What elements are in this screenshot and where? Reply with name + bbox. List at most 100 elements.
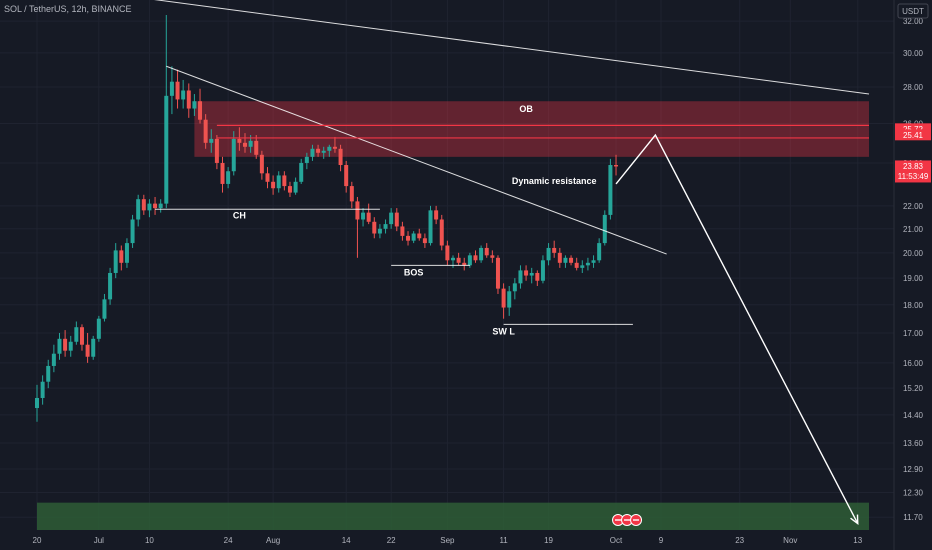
candle-body [361, 212, 366, 220]
candle-body [287, 186, 292, 193]
time-tick-label: Sep [440, 536, 455, 545]
time-tick-label: 13 [853, 536, 862, 545]
candle-body [198, 101, 203, 120]
candle-body [276, 175, 281, 189]
price-tick-label: 20.00 [903, 249, 924, 258]
candle-body [552, 247, 557, 253]
candle-body [417, 233, 422, 239]
candle-body [332, 146, 337, 149]
candle-body [209, 138, 214, 143]
currency-label: USDT [902, 7, 924, 16]
countdown-label: 11:53:49 [898, 172, 929, 181]
candle-body [141, 199, 146, 211]
price-tick-label: 12.90 [903, 465, 924, 474]
candle-body [608, 165, 613, 215]
candle-body [614, 165, 619, 167]
candle-body [400, 226, 405, 236]
candle-body [490, 255, 495, 258]
candle-body [451, 257, 455, 261]
price-tick-label: 15.20 [903, 384, 924, 393]
candlestick-series [35, 14, 619, 422]
candle-body [164, 95, 169, 204]
candle-body [259, 154, 264, 174]
candle-body [63, 338, 68, 351]
candle-body [113, 250, 118, 273]
candle-body [136, 199, 141, 220]
candle-body [293, 181, 298, 193]
candle-body [169, 81, 174, 96]
candle-body [484, 247, 489, 256]
arrow-head [850, 514, 859, 525]
candle-body [243, 142, 247, 147]
price-tag [895, 160, 931, 183]
candle-body [574, 262, 579, 268]
price-tick-label: 22.00 [903, 202, 924, 211]
price-tag [895, 123, 931, 135]
candle-body [473, 255, 478, 261]
candle-body [282, 175, 287, 187]
candle-body [68, 341, 73, 351]
time-tick-label: 14 [342, 536, 351, 545]
candle-body [186, 90, 191, 109]
candle-body [422, 238, 427, 244]
demand-zone [37, 502, 869, 530]
chart-annotations: Dynamic resistance CH BOS SW L OB [233, 104, 597, 336]
time-axis[interactable]: 20 Jul 10 24 Aug 14 22 Sep 11 19 Oct 9 23 Nov 13 [33, 536, 863, 545]
candle-body [439, 219, 444, 246]
currency-box[interactable]: USDT [894, 2, 932, 20]
price-tag-label: 23.83 [903, 162, 924, 171]
candle-body [46, 365, 51, 382]
candle-body [428, 210, 433, 244]
price-tick-label: 32.00 [903, 17, 924, 26]
time-tick-label: Jul [94, 536, 104, 545]
projection-arrow [615, 133, 859, 524]
candle-body [226, 171, 231, 184]
candle-body [512, 283, 517, 292]
candle-body [91, 338, 96, 357]
drawn-lines [154, 0, 870, 525]
candle-body [85, 344, 90, 357]
candle-body [124, 243, 129, 263]
candle-body [355, 201, 360, 220]
trend-line [166, 65, 667, 255]
time-tick-label: Aug [266, 536, 280, 545]
candle-body [383, 224, 388, 229]
candle-body [602, 214, 607, 244]
time-tick-label: 11 [499, 536, 508, 545]
price-tick-label: 16.00 [903, 359, 924, 368]
time-tick-label: 9 [659, 536, 664, 545]
candle-body [540, 260, 545, 281]
candle-body [158, 203, 163, 209]
time-tick-label: 22 [387, 536, 396, 545]
candle-body [57, 338, 62, 354]
candle-body [35, 397, 39, 409]
candle-body [479, 247, 484, 261]
event-markers[interactable] [612, 514, 643, 526]
annotation-bos: BOS [404, 268, 424, 278]
candle-body [310, 148, 315, 157]
candle-body [51, 353, 56, 366]
candle-body [338, 148, 343, 166]
price-tick-label: 13.60 [903, 439, 924, 448]
candle-body [518, 270, 523, 284]
candle-body [597, 243, 602, 261]
time-tick-label: Oct [610, 536, 623, 545]
candle-body [271, 181, 276, 189]
candle-body [462, 262, 467, 266]
candle-body [203, 119, 208, 143]
annotation-dynamic-resistance: Dynamic resistance [512, 176, 597, 186]
symbol-title[interactable]: SOL / TetherUS, 12h, BINANCE [4, 4, 132, 14]
price-tick-label: 19.00 [903, 274, 924, 283]
candle-body [220, 162, 225, 184]
candle-body [181, 90, 186, 100]
candle-body [119, 250, 124, 263]
price-tag [895, 129, 931, 141]
candle-body [456, 257, 461, 263]
candle-body [153, 203, 158, 209]
candle-body [299, 162, 304, 182]
candle-body [569, 257, 574, 263]
candle-body [316, 148, 321, 153]
time-tick-label: 19 [544, 536, 553, 545]
time-tick-label: 24 [224, 536, 233, 545]
